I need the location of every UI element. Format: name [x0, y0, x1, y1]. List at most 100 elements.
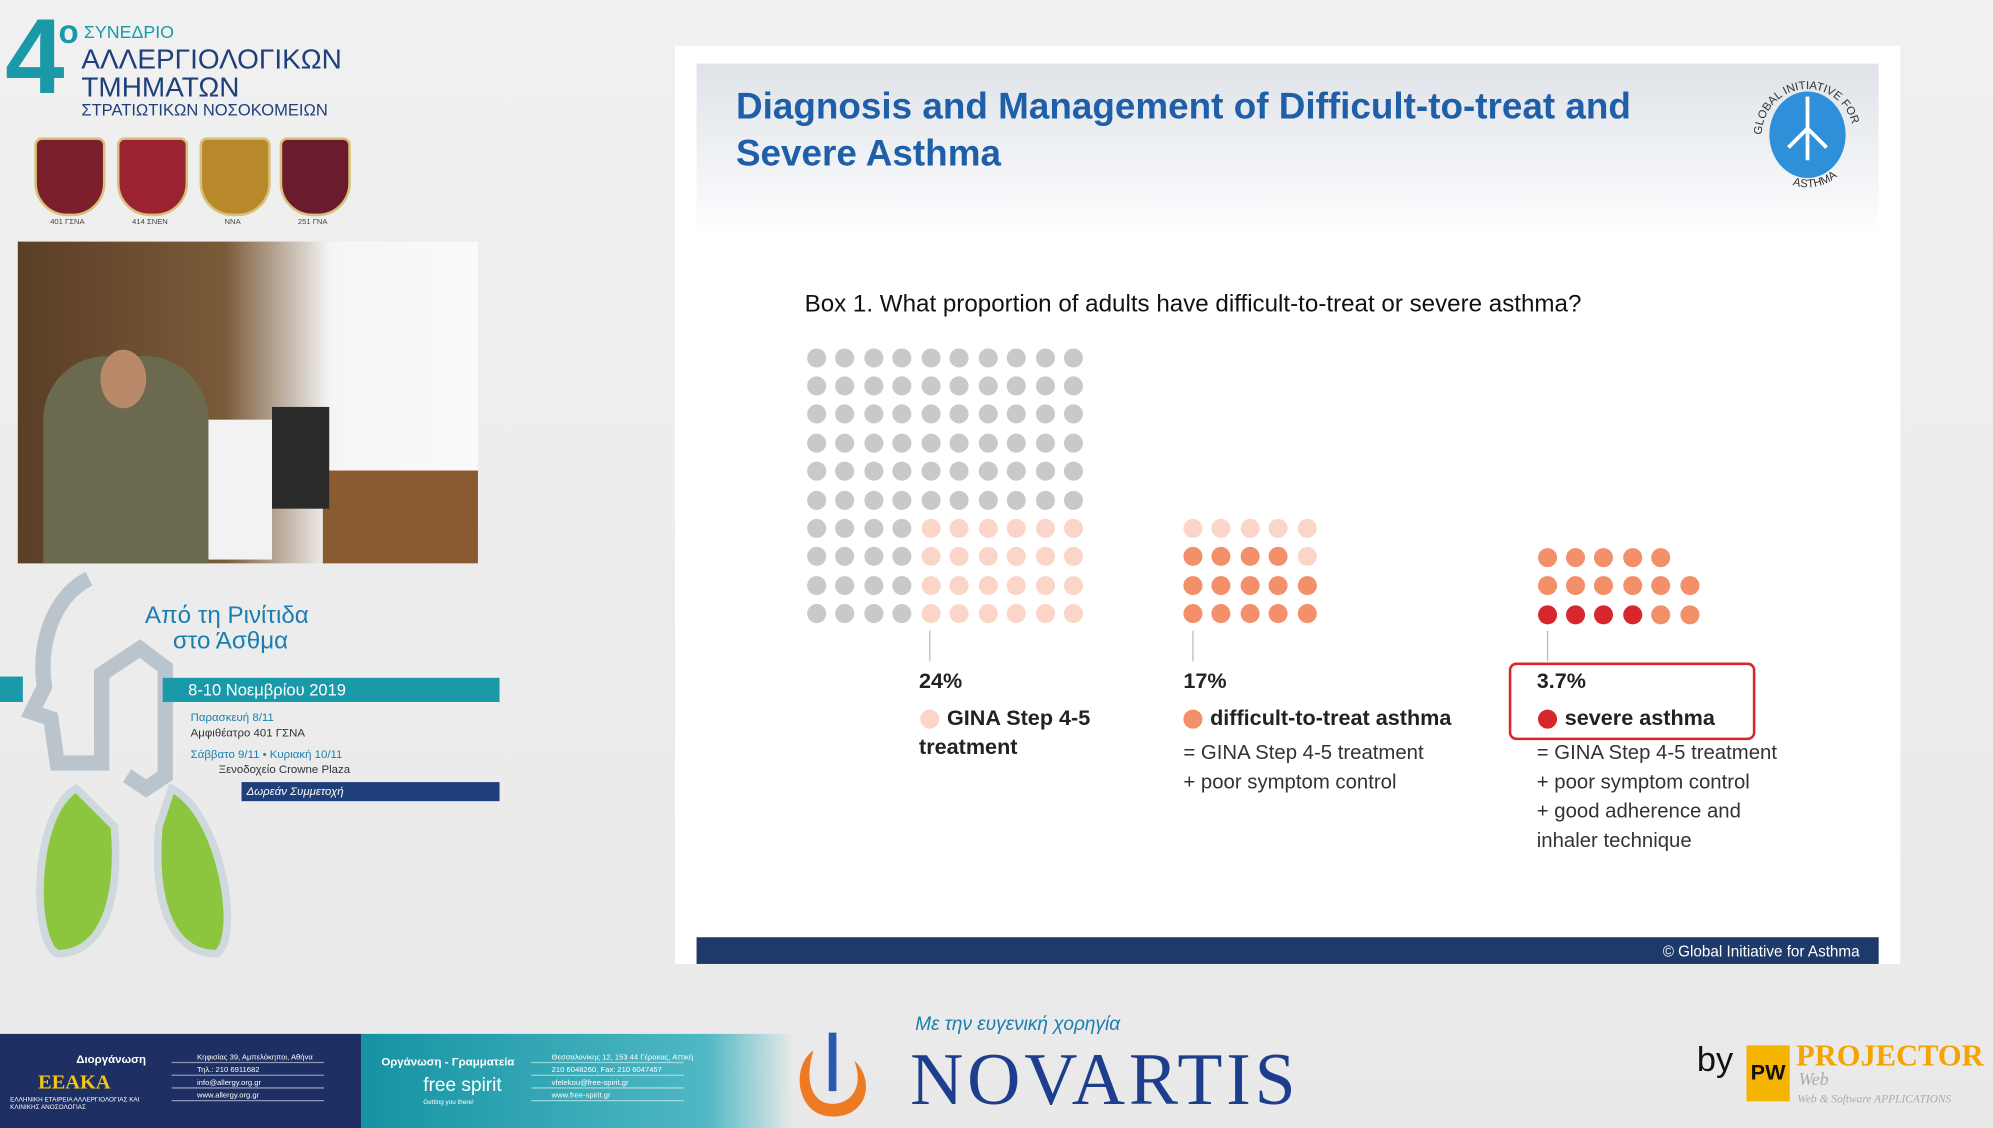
dot: [949, 347, 969, 367]
dot: [978, 433, 998, 453]
credit-by: by: [1696, 1040, 1734, 1079]
connector: [1546, 630, 1549, 662]
credit-name: PROJECTOR: [1796, 1040, 1984, 1074]
contact-line: www.allergy.org.gr: [171, 1092, 325, 1102]
dot: [1565, 604, 1585, 624]
dot: [835, 604, 855, 624]
dot: [1063, 404, 1083, 424]
poster-line: Αμφιθέατρο 401 ΓΣΝΑ: [190, 726, 306, 739]
dot: [1239, 575, 1260, 595]
dot: [1537, 604, 1557, 624]
poster-line: Παρασκευή 8/11: [190, 710, 274, 724]
credit-sub: Web: [1798, 1070, 1829, 1090]
header-line: ΤΜΗΜΑΤΩΝ: [81, 71, 240, 104]
dot: [1035, 433, 1055, 453]
dot: [1268, 575, 1288, 595]
dot: [892, 547, 912, 567]
dot: [835, 433, 855, 453]
crest: [116, 137, 189, 217]
question: Box 1. What proportion of adults have di…: [804, 291, 1582, 318]
dot: [806, 547, 826, 567]
dot: [1679, 576, 1699, 596]
crest: [279, 137, 351, 217]
dot: [1239, 546, 1260, 567]
dot: [1268, 604, 1288, 624]
dot: [920, 347, 940, 367]
dot: [978, 347, 998, 367]
group-label: GINA Step 4-5: [946, 705, 1091, 730]
dot: [1063, 604, 1083, 624]
dot: [1182, 546, 1202, 567]
dot: [949, 461, 969, 481]
dot: [949, 547, 969, 567]
connector: [1192, 630, 1194, 662]
dot: [863, 404, 883, 424]
poster-line: Ξενοδοχείο Crowne Plaza: [218, 763, 351, 776]
free-entry: Δωρεάν Συμμετοχή: [246, 784, 344, 798]
dot: [920, 461, 940, 481]
dot: [1063, 575, 1083, 595]
dot: [1063, 461, 1083, 481]
dot: [806, 404, 826, 424]
dot: [1035, 575, 1055, 595]
dot: [1537, 547, 1557, 567]
dot: [892, 490, 912, 510]
dot: [1211, 546, 1231, 567]
dot: [920, 604, 940, 624]
group-label: treatment: [919, 735, 1018, 760]
logo-number: 4: [5, 0, 65, 116]
dot: [1006, 547, 1026, 567]
dot: [806, 575, 826, 595]
contact-line: Τηλ.: 210 6911682: [171, 1067, 325, 1076]
dot: [1035, 547, 1055, 567]
dot: [1063, 376, 1083, 396]
group-desc: = GINA Step 4-5 treatment: [1536, 742, 1777, 765]
bronchi: [1787, 96, 1828, 161]
org-name: ΕΕΑΚΑ: [38, 1072, 111, 1094]
contact-line: www.free-spirit.gr: [531, 1092, 684, 1102]
pw-logo: PW: [1746, 1045, 1790, 1102]
slide-header: [696, 63, 1879, 236]
dot: [863, 461, 883, 481]
novartis-flame: [799, 1032, 867, 1117]
group-desc: + good adherence and: [1536, 801, 1741, 823]
poster-line: Σάββατο 9/11 • Κυριακή 10/11: [190, 747, 343, 761]
footer-label: Οργάνωση - Γραμματεία: [381, 1055, 515, 1069]
dot: [1594, 576, 1614, 596]
dot: [892, 376, 912, 396]
footer-label: Διοργάνωση: [76, 1052, 146, 1066]
dot: [892, 404, 912, 424]
dot: [1006, 404, 1026, 424]
lung-right: [153, 783, 231, 958]
dot: [1651, 604, 1671, 624]
dot: [863, 376, 883, 396]
crest-label: 414 ΣΝΕΝ: [132, 218, 168, 227]
dates: 8-10 Νοεμβρίου 2019: [188, 680, 346, 700]
dot: [1035, 461, 1055, 481]
dot: [835, 547, 855, 567]
flame-blue: [828, 1032, 837, 1092]
head-outline: [21, 572, 173, 798]
dot: [978, 404, 998, 424]
dot: [806, 490, 826, 510]
dot: [949, 575, 969, 595]
dot: [1035, 376, 1055, 396]
dot: [978, 547, 998, 567]
dot: [1063, 490, 1083, 510]
legend-dot: [919, 709, 939, 729]
highlight-box: [1508, 662, 1756, 741]
flame-orange: [799, 1050, 867, 1117]
dot: [1035, 518, 1055, 538]
dot: [806, 604, 826, 624]
dot: [1297, 518, 1317, 538]
dot: [863, 347, 883, 367]
dot: [1211, 604, 1231, 624]
dot: [1006, 461, 1026, 481]
dot: [949, 433, 969, 453]
dot: [1035, 347, 1055, 367]
dot: [978, 376, 998, 396]
dot: [1268, 546, 1288, 567]
dot: [1063, 347, 1083, 367]
